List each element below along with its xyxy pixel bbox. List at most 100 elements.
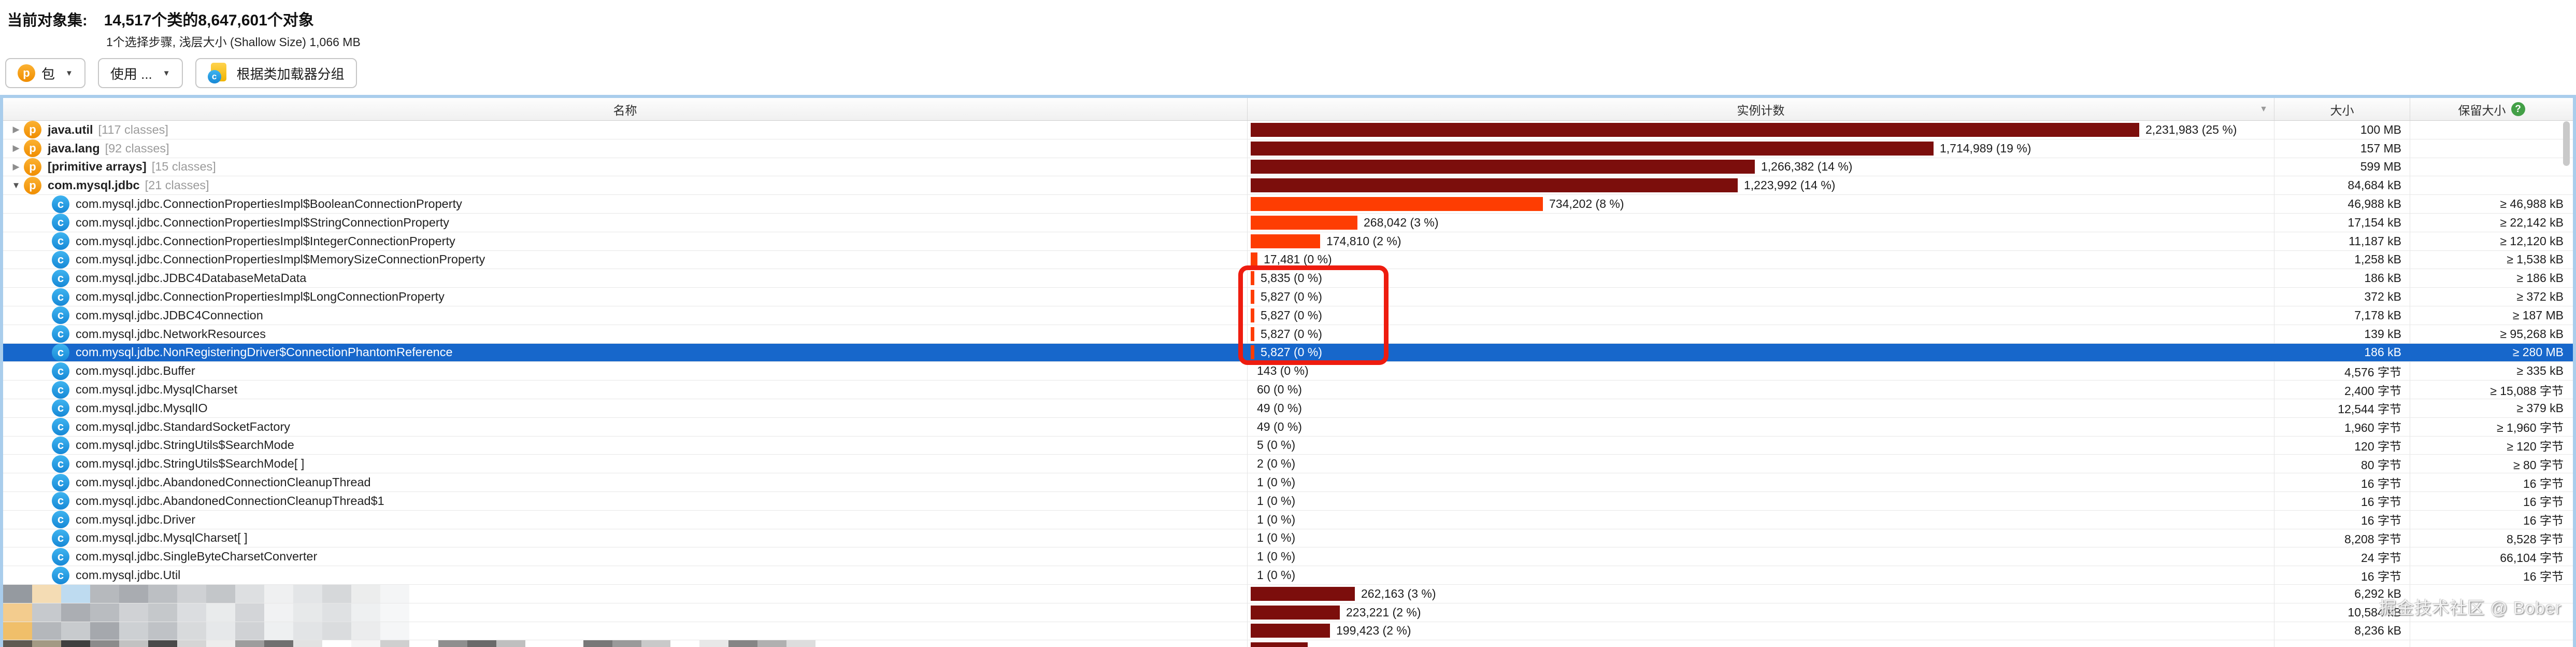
object-set-label: 当前对象集: xyxy=(7,12,88,29)
instance-count-value: 5,827 (0 %) xyxy=(1261,345,1322,359)
package-icon: p xyxy=(24,121,41,139)
censored-row[interactable]: 262,163 (3 %) 6,292 kB xyxy=(3,584,2573,603)
expand-arrow-icon[interactable]: ▶ xyxy=(12,124,20,135)
class-row[interactable]: c com.mysql.jdbc.StringUtils$SearchMode[ … xyxy=(3,455,2573,474)
package-icon: p xyxy=(24,158,41,176)
class-row[interactable]: c com.mysql.jdbc.AbandonedConnectionClean… xyxy=(3,491,2573,511)
censored-row[interactable]: 223,221 (2 %) 10,584 kB xyxy=(3,603,2573,622)
instance-count-value: 1 (0 %) xyxy=(1257,512,1296,526)
class-count-suffix: [117 classes] xyxy=(98,122,168,136)
instance-count-cell: 5,827 (0 %) xyxy=(1248,325,2274,343)
instance-count-cell: 5,835 (0 %) xyxy=(1248,269,2274,288)
censored-row[interactable] xyxy=(3,640,2573,647)
class-row[interactable]: c com.mysql.jdbc.JDBC4DatabaseMetaData 5,8… xyxy=(3,269,2573,288)
package-row[interactable]: ▶ p java.lang [92 classes] 1,714,989 (19 %) 1… xyxy=(3,139,2573,158)
retained-size-cell: ≥ 120 字节 xyxy=(2507,439,2564,453)
censored-row[interactable]: 199,423 (2 %) 8,236 kB xyxy=(3,622,2573,641)
class-row[interactable]: c com.mysql.jdbc.Buffer 143 (0 %) 4,576 字节 ≥… xyxy=(3,362,2573,381)
group-by-classloader-button[interactable]: c 根据类加载器分组 xyxy=(195,58,357,88)
name-cell: c com.mysql.jdbc.MysqlCharset[ ] xyxy=(3,529,1248,547)
class-row[interactable]: c com.mysql.jdbc.JDBC4Connection 5,827 (0 … xyxy=(3,306,2573,325)
size-cell: 599 MB xyxy=(2274,158,2410,176)
package-icon: p xyxy=(24,176,41,194)
class-row[interactable]: c com.mysql.jdbc.MysqlIO 49 (0 %) 12,544 字节… xyxy=(3,399,2573,418)
class-row[interactable]: c com.mysql.jdbc.ConnectionPropertiesImpl… xyxy=(3,232,2573,251)
class-icon: c xyxy=(52,362,69,380)
class-row[interactable]: c com.mysql.jdbc.NonRegisteringDriver$Con… xyxy=(3,343,2573,362)
column-header-size[interactable]: 大小 xyxy=(2274,98,2410,120)
expand-arrow-icon[interactable]: ▶ xyxy=(12,161,20,172)
instance-count-bar xyxy=(1251,178,1738,193)
retained-size-cell xyxy=(2410,640,2573,647)
instance-count-bar xyxy=(1251,327,1254,341)
class-row[interactable]: c com.mysql.jdbc.MysqlCharset[ ] 1 (0 %) 8,… xyxy=(3,529,2573,548)
class-name: com.mysql.jdbc.MysqlCharset xyxy=(76,383,238,397)
name-cell: c com.mysql.jdbc.JDBC4DatabaseMetaData xyxy=(3,269,1248,288)
class-row[interactable]: c com.mysql.jdbc.StandardSocketFactory 49 … xyxy=(3,417,2573,437)
class-row[interactable]: c com.mysql.jdbc.Util 1 (0 %) 16 字节 16 字节 xyxy=(3,566,2573,585)
instance-count-cell: 1 (0 %) xyxy=(1248,473,2274,491)
retained-size-cell: ≥ 1,960 字节 xyxy=(2497,421,2564,435)
chevron-down-icon: ▼ xyxy=(65,68,73,78)
name-cell xyxy=(3,603,1248,622)
instance-count-value: 199,423 (2 %) xyxy=(1336,624,1411,638)
vertical-scrollbar-thumb[interactable] xyxy=(2563,121,2570,166)
class-row[interactable]: c com.mysql.jdbc.MysqlCharset 60 (0 %) 2,40… xyxy=(3,381,2573,399)
instance-count-cell: 5,827 (0 %) xyxy=(1248,306,2274,325)
instance-count-value: 262,163 (3 %) xyxy=(1361,586,1436,600)
instance-count-cell: 1 (0 %) xyxy=(1248,547,2274,566)
name-cell: c com.mysql.jdbc.StringUtils$SearchMode xyxy=(3,436,1248,455)
size-cell: 46,988 kB xyxy=(2274,195,2410,213)
retained-size-cell: 16 字节 xyxy=(2523,514,2564,528)
class-row[interactable]: c com.mysql.jdbc.NetworkResources 5,827 (0… xyxy=(3,325,2573,344)
instance-count-bar xyxy=(1251,234,1320,248)
class-name: com.mysql.jdbc.NonRegisteringDriver$Conn… xyxy=(76,345,453,359)
size-cell: 372 kB xyxy=(2274,288,2410,306)
package-row[interactable]: ▶ p [primitive arrays] [15 classes] 1,266,38… xyxy=(3,158,2573,177)
class-name: com.mysql.jdbc.StringUtils$SearchMode[ ] xyxy=(76,457,305,471)
instance-count-bar xyxy=(1251,122,2139,137)
package-name: com.mysql.jdbc xyxy=(48,178,140,192)
retained-size-cell xyxy=(2410,121,2573,139)
collapse-arrow-icon[interactable]: ▼ xyxy=(11,180,21,190)
use-dropdown-button[interactable]: 使用 ... ▼ xyxy=(97,58,183,88)
class-row[interactable]: c com.mysql.jdbc.SingleByteCharsetConvert… xyxy=(3,547,2573,567)
instance-count-value: 5,835 (0 %) xyxy=(1261,271,1322,285)
instance-count-value: 1,714,989 (19 %) xyxy=(1940,141,2031,155)
column-header-instance-count[interactable]: 实例计数 ▼ xyxy=(1248,98,2274,120)
class-row[interactable]: c com.mysql.jdbc.ConnectionPropertiesImpl… xyxy=(3,195,2573,214)
class-icon: c xyxy=(52,455,69,473)
column-header-name[interactable]: 名称 xyxy=(3,98,1248,120)
retained-size-cell: 66,104 字节 xyxy=(2500,551,2564,565)
class-row[interactable]: c com.mysql.jdbc.AbandonedConnectionClean… xyxy=(3,473,2573,492)
column-header-retained-size[interactable]: 保留大小 ? xyxy=(2410,98,2573,120)
instance-count-cell: 1,266,382 (14 %) xyxy=(1248,158,2274,176)
instance-count-value: 60 (0 %) xyxy=(1257,383,1302,397)
package-dropdown-button[interactable]: p 包 ▼ xyxy=(5,58,85,88)
expand-arrow-icon[interactable]: ▶ xyxy=(12,143,20,153)
instance-count-value: 734,202 (8 %) xyxy=(1549,197,1624,211)
size-cell: 16 字节 xyxy=(2274,510,2410,529)
class-name: com.mysql.jdbc.ConnectionPropertiesImpl$… xyxy=(76,252,485,266)
retained-size-cell: ≥ 379 kB xyxy=(2516,401,2564,415)
instance-count-cell: 734,202 (8 %) xyxy=(1248,195,2274,213)
class-row[interactable]: c com.mysql.jdbc.ConnectionPropertiesImpl… xyxy=(3,213,2573,232)
censored-name-mosaic xyxy=(3,640,815,647)
name-cell: c com.mysql.jdbc.Util xyxy=(3,566,1248,584)
class-row[interactable]: c com.mysql.jdbc.Driver 1 (0 %) 16 字节 16 字节 xyxy=(3,510,2573,529)
package-icon: p xyxy=(24,139,41,158)
class-icon: c xyxy=(52,325,69,343)
class-name: com.mysql.jdbc.MysqlCharset[ ] xyxy=(76,531,248,545)
instance-count-bar xyxy=(1251,345,1254,360)
package-name: java.util xyxy=(48,122,93,136)
instance-count-bar xyxy=(1251,271,1254,286)
size-cell: 7,178 kB xyxy=(2274,306,2410,325)
class-icon: c xyxy=(52,436,69,454)
size-cell: 17,154 kB xyxy=(2274,213,2410,232)
instance-count-value: 2 (0 %) xyxy=(1257,457,1296,471)
package-row[interactable]: ▶ p java.util [117 classes] 2,231,983 (25 %)… xyxy=(3,121,2573,139)
package-row[interactable]: ▼ p com.mysql.jdbc [21 classes] 1,223,992 (1… xyxy=(3,176,2573,195)
class-row[interactable]: c com.mysql.jdbc.StringUtils$SearchMode 5 … xyxy=(3,436,2573,455)
instance-count-bar xyxy=(1251,141,1934,156)
class-row[interactable]: c com.mysql.jdbc.ConnectionPropertiesImpl… xyxy=(3,288,2573,306)
